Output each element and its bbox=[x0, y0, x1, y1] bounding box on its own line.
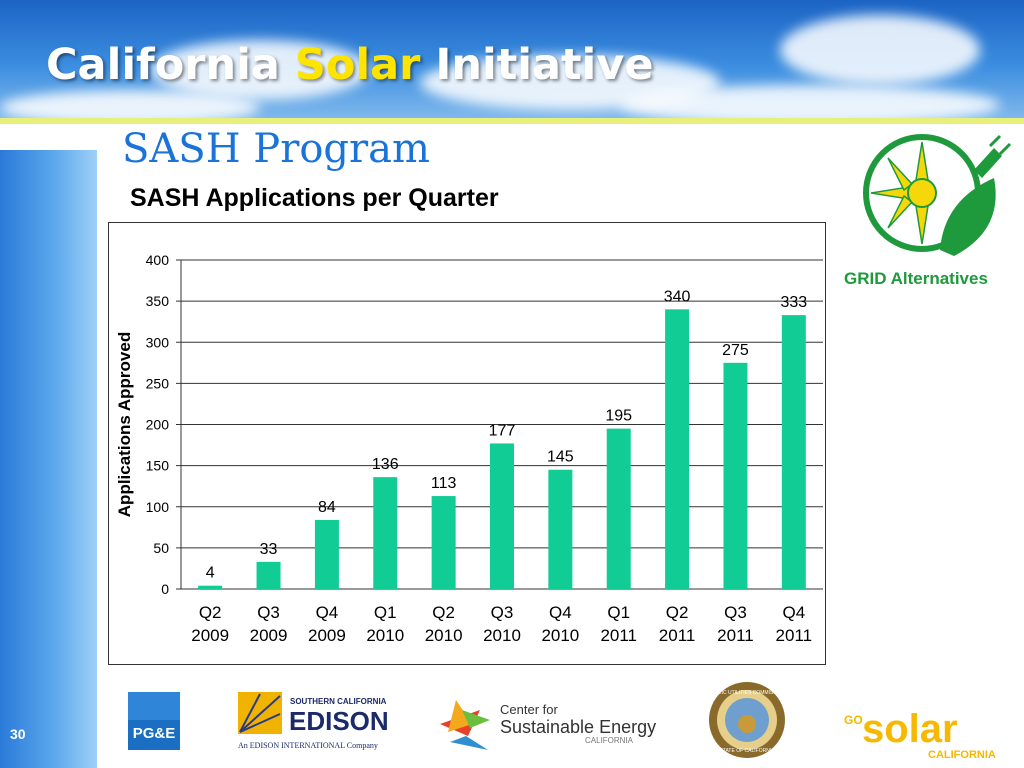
y-tick-label: 100 bbox=[146, 499, 170, 515]
bar bbox=[548, 469, 573, 589]
title-part-3: Initiative bbox=[435, 40, 654, 90]
x-tick-label-year: 2011 bbox=[776, 626, 813, 645]
x-tick-label-year: 2010 bbox=[541, 626, 579, 645]
x-tick-label-quarter: Q2 bbox=[199, 603, 222, 622]
seal-ring-bottom: STATE OF CALIFORNIA bbox=[719, 748, 775, 754]
x-tick-label-year: 2010 bbox=[366, 626, 404, 645]
bar-data-label: 275 bbox=[722, 342, 749, 359]
bar-data-label: 136 bbox=[372, 456, 399, 473]
y-tick-label: 0 bbox=[161, 581, 169, 597]
x-tick-label-quarter: Q3 bbox=[257, 603, 280, 622]
edison-main-text: EDISON bbox=[289, 706, 389, 736]
x-tick-label-quarter: Q4 bbox=[782, 603, 805, 622]
bar bbox=[256, 561, 281, 589]
bar-data-label: 177 bbox=[489, 422, 516, 439]
grid-alternatives-logo: GRID Alternatives bbox=[844, 134, 1012, 288]
pge-logo: PG&E bbox=[128, 692, 180, 750]
side-bar bbox=[0, 150, 97, 768]
header-banner: California Solar Initiative bbox=[0, 0, 1024, 118]
bar-data-label: 33 bbox=[260, 541, 278, 558]
x-tick-label-year: 2010 bbox=[425, 626, 463, 645]
y-tick-label: 350 bbox=[146, 293, 170, 309]
edison-sub-text: An EDISON INTERNATIONAL Company bbox=[238, 741, 378, 750]
chart-area: 0 50 100 150 200 250 300 350 400 Applications App… bbox=[108, 222, 826, 665]
sun-plug-leaf-icon bbox=[863, 134, 1012, 256]
y-axis-label: Applications Approved bbox=[115, 332, 134, 517]
bar bbox=[314, 519, 339, 589]
bar bbox=[665, 309, 690, 589]
x-tick-label-quarter: Q4 bbox=[549, 603, 572, 622]
gosolar-main: solar bbox=[862, 707, 958, 751]
gosolar-go: GO bbox=[844, 713, 863, 727]
cse-line2: Sustainable Energy bbox=[500, 717, 656, 737]
bar-data-label: 84 bbox=[318, 499, 336, 516]
x-tick-label-year: 2009 bbox=[308, 626, 346, 645]
slide-number: 30 bbox=[10, 726, 26, 742]
edison-top-text: SOUTHERN CALIFORNIA bbox=[290, 697, 387, 706]
sunburst-icon bbox=[239, 693, 281, 733]
x-tick-label-quarter: Q4 bbox=[316, 603, 339, 622]
go-solar-logo: GO solar CALIFORNIA bbox=[844, 707, 996, 761]
header-divider bbox=[0, 118, 1024, 124]
title-part-1: California bbox=[46, 40, 280, 90]
bar bbox=[431, 496, 456, 589]
x-tick-label-quarter: Q2 bbox=[666, 603, 689, 622]
bar-data-label: 333 bbox=[780, 294, 807, 311]
seal-ring-top: PUBLIC UTILITIES COMMISSION bbox=[709, 690, 786, 696]
x-tick-label-quarter: Q3 bbox=[724, 603, 747, 622]
title-part-2: Solar bbox=[294, 40, 421, 90]
grid-logo-text: GRID Alternatives bbox=[844, 269, 988, 288]
edison-logo: SOUTHERN CALIFORNIA EDISON An EDISON INT… bbox=[238, 692, 389, 750]
x-tick-label-year: 2010 bbox=[483, 626, 521, 645]
gosolar-sub: CALIFORNIA bbox=[928, 749, 996, 761]
x-tick-label-quarter: Q3 bbox=[491, 603, 514, 622]
bar bbox=[723, 362, 748, 589]
y-tick-label: 300 bbox=[146, 334, 170, 350]
bar-data-label: 145 bbox=[547, 449, 574, 466]
y-tick-label: 250 bbox=[146, 375, 170, 391]
cse-line3: CALIFORNIA bbox=[585, 736, 634, 745]
x-tick-label-year: 2009 bbox=[191, 626, 229, 645]
bar-chart: 0 50 100 150 200 250 300 350 400 Applications App… bbox=[115, 252, 823, 645]
bar-data-label: 4 bbox=[206, 565, 215, 582]
cse-line1: Center for bbox=[500, 702, 558, 717]
cse-logo: Center for Sustainable Energy CALIFORNIA bbox=[440, 700, 656, 750]
bar bbox=[781, 315, 806, 589]
x-tick-label-year: 2009 bbox=[250, 626, 288, 645]
footer-logos: PG&E SOUTHERN CALIFORNIA EDISON An EDISO… bbox=[128, 682, 996, 761]
bar bbox=[373, 477, 398, 589]
slide-subtitle: SASH Program bbox=[122, 126, 430, 172]
bar bbox=[490, 443, 514, 589]
chart-heading: SASH Applications per Quarter bbox=[130, 184, 499, 212]
x-tick-label-quarter: Q1 bbox=[374, 603, 397, 622]
x-tick-label-year: 2011 bbox=[600, 626, 637, 645]
x-tick-label-quarter: Q2 bbox=[432, 603, 455, 622]
y-tick-label: 400 bbox=[146, 252, 170, 268]
slide-title: California Solar Initiative bbox=[46, 40, 654, 90]
y-tick-label: 50 bbox=[153, 540, 169, 556]
bar-data-label: 195 bbox=[605, 408, 632, 425]
y-tick-label: 200 bbox=[146, 417, 170, 433]
y-tick-label: 150 bbox=[146, 458, 170, 474]
bar-data-label: 340 bbox=[664, 288, 691, 305]
state-seal-icon: PUBLIC UTILITIES COMMISSION STATE OF CAL… bbox=[709, 682, 786, 758]
pge-logo-text: PG&E bbox=[133, 725, 176, 742]
bar bbox=[198, 585, 223, 589]
bar-data-label: 113 bbox=[431, 475, 457, 492]
x-tick-label-year: 2011 bbox=[717, 626, 754, 645]
x-tick-label-year: 2011 bbox=[659, 626, 696, 645]
x-tick-label-quarter: Q1 bbox=[607, 603, 630, 622]
bar bbox=[606, 428, 631, 589]
